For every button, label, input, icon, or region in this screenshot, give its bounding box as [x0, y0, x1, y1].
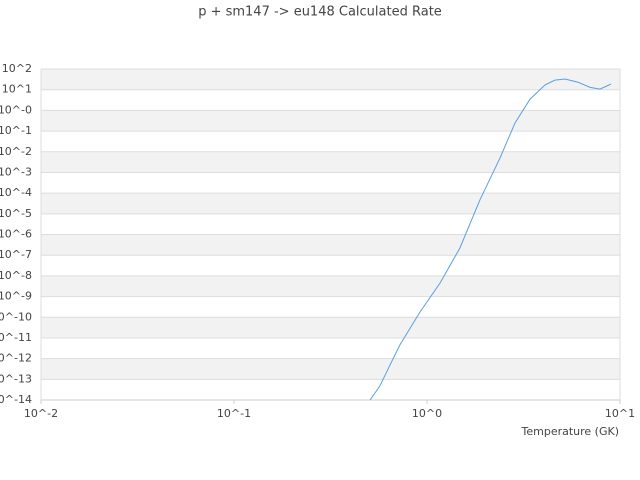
chart-title: p + sm147 -> eu148 Calculated Rate	[198, 5, 442, 20]
y-tick-label: 10^-14	[0, 393, 32, 406]
x-tick-label: 10^0	[412, 407, 442, 420]
grid-band	[41, 151, 620, 173]
y-tick-label: 10^-6	[0, 228, 32, 241]
y-tick-label: 10^-7	[0, 248, 32, 261]
grid-band	[41, 110, 620, 132]
y-tick-label: 10^-10	[0, 310, 32, 323]
y-tick-label: 10^-5	[0, 207, 32, 220]
y-tick-label: 10^-0	[0, 103, 32, 116]
grid-band	[41, 358, 620, 380]
x-tick-label: 10^-1	[217, 407, 251, 420]
y-tick-label: 10^-12	[0, 352, 32, 365]
x-tick-label: 10^1	[605, 407, 635, 420]
y-tick-label: 10^-13	[0, 372, 32, 385]
grid-band	[41, 234, 620, 256]
y-tick-label: 10^-8	[0, 269, 32, 282]
grid-band	[41, 275, 620, 297]
grid-band	[41, 317, 620, 338]
y-tick-label: 10^-2	[0, 145, 32, 158]
y-tick-label: 10^-1	[0, 124, 32, 137]
y-tick-label: 10^-4	[0, 186, 32, 199]
y-tick-label: 10^-9	[0, 290, 32, 303]
y-tick-label: 10^-11	[0, 331, 32, 344]
y-tick-label: 10^1	[2, 83, 32, 96]
series-line	[369, 78, 612, 401]
y-tick-label: 10^-3	[0, 165, 32, 178]
grid-band	[41, 69, 620, 90]
x-tick-label: 10^-2	[24, 407, 58, 420]
y-tick-label: 10^2	[2, 62, 32, 75]
x-axis-title: Temperature (GK)	[521, 425, 620, 438]
grid-band	[41, 193, 620, 214]
